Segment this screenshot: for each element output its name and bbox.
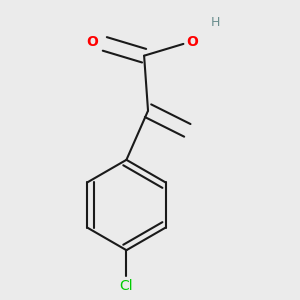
Text: Cl: Cl [120,279,133,293]
Text: O: O [87,35,98,49]
Text: H: H [211,16,220,29]
Text: O: O [187,35,198,49]
